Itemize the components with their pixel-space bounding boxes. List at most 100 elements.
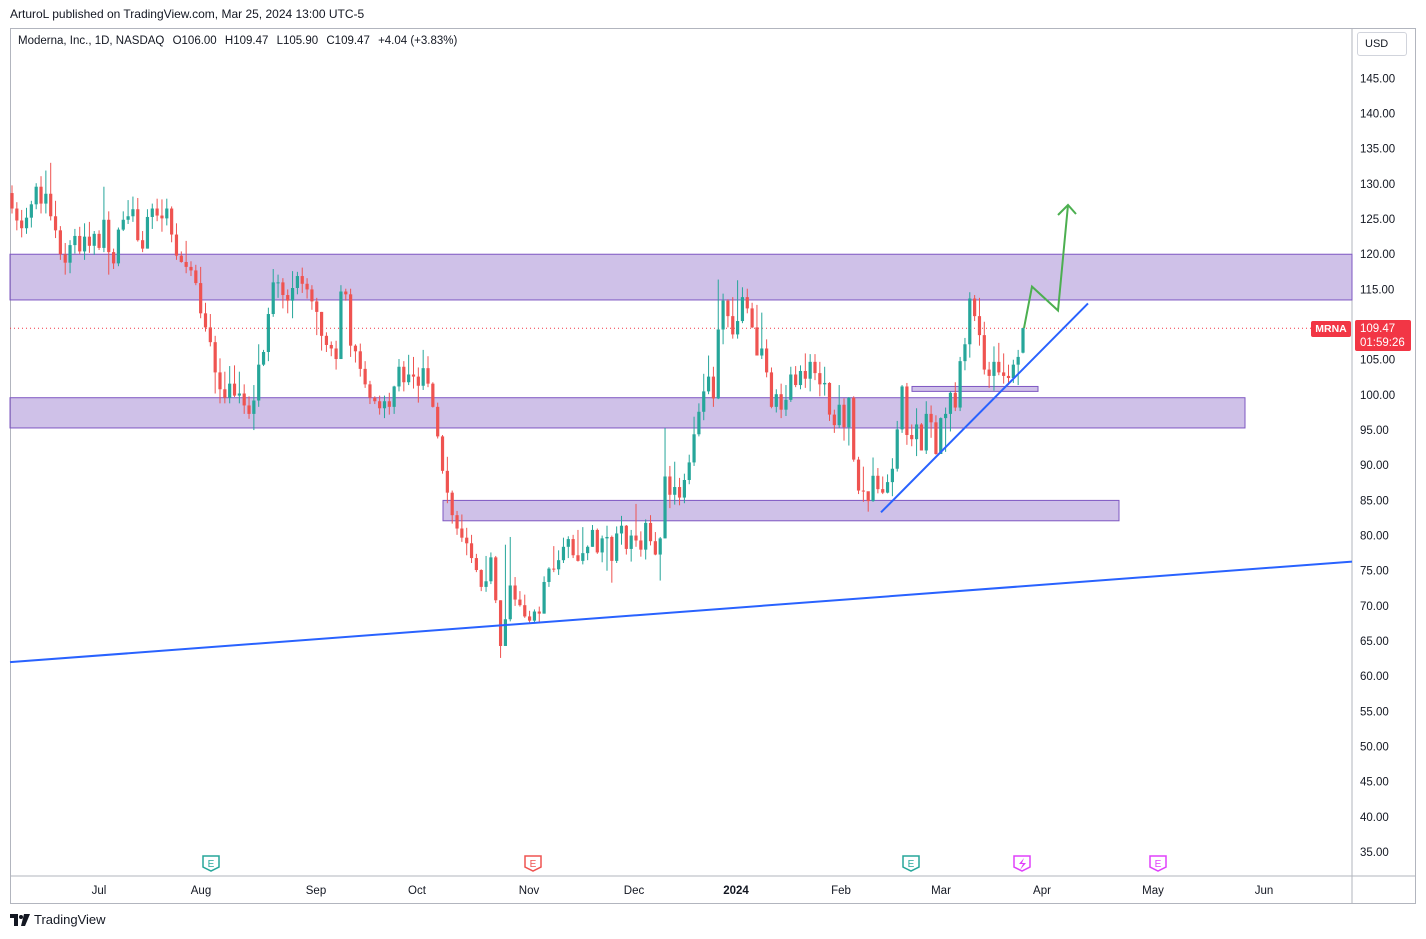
candle[interactable] — [271, 269, 275, 317]
earnings-icon[interactable]: E — [202, 855, 220, 872]
candle[interactable] — [421, 349, 425, 390]
candle[interactable] — [213, 335, 217, 394]
candle[interactable] — [247, 396, 251, 419]
candle[interactable] — [319, 311, 324, 351]
candle[interactable] — [223, 371, 227, 404]
candle[interactable] — [10, 185, 14, 214]
candle[interactable] — [136, 197, 140, 242]
candle[interactable] — [261, 349, 266, 367]
candle[interactable] — [469, 534, 474, 563]
candle[interactable] — [411, 356, 416, 389]
candle[interactable] — [382, 395, 387, 419]
candle[interactable] — [673, 461, 677, 505]
candle[interactable] — [474, 553, 478, 573]
candle[interactable] — [590, 525, 595, 547]
candle[interactable] — [1002, 353, 1006, 384]
candle[interactable] — [150, 203, 154, 229]
candle[interactable] — [823, 366, 827, 396]
candle[interactable] — [905, 382, 909, 445]
candle[interactable] — [368, 380, 372, 405]
candle[interactable] — [295, 271, 300, 295]
candle[interactable] — [126, 200, 130, 224]
candle[interactable] — [111, 248, 116, 270]
candle[interactable] — [242, 384, 246, 414]
candle[interactable] — [97, 230, 101, 251]
candle[interactable] — [131, 196, 135, 222]
candle[interactable] — [619, 515, 624, 545]
candle[interactable] — [973, 295, 977, 322]
candle[interactable] — [803, 353, 807, 388]
candle[interactable] — [494, 555, 498, 604]
candle[interactable] — [329, 341, 333, 357]
candle[interactable] — [63, 242, 67, 275]
candle[interactable] — [977, 297, 982, 346]
candle[interactable] — [349, 288, 353, 357]
candle[interactable] — [24, 207, 29, 234]
candle[interactable] — [208, 314, 212, 347]
candle[interactable] — [542, 576, 546, 614]
candle[interactable] — [987, 361, 991, 388]
candle[interactable] — [266, 307, 270, 362]
candle[interactable] — [199, 266, 203, 319]
candle[interactable] — [963, 337, 967, 371]
candle[interactable] — [740, 287, 745, 324]
candle[interactable] — [203, 302, 208, 332]
candle[interactable] — [890, 458, 894, 497]
candle[interactable] — [518, 591, 522, 607]
candle[interactable] — [58, 226, 62, 260]
candle[interactable] — [460, 514, 464, 542]
candle[interactable] — [639, 531, 643, 557]
earnings-icon[interactable]: E — [524, 855, 542, 872]
candle[interactable] — [165, 198, 169, 226]
candle[interactable] — [735, 280, 740, 339]
candle[interactable] — [121, 211, 125, 232]
candle[interactable] — [537, 606, 541, 623]
candle[interactable] — [179, 251, 183, 263]
candle[interactable] — [876, 468, 880, 494]
candle[interactable] — [861, 466, 865, 502]
candle[interactable] — [34, 183, 38, 210]
candle[interactable] — [692, 416, 696, 466]
currency-selector[interactable]: USD — [1357, 32, 1407, 56]
candle[interactable] — [958, 356, 962, 412]
candle[interactable] — [774, 389, 778, 413]
candle[interactable] — [837, 385, 841, 428]
candle[interactable] — [706, 355, 711, 395]
candle[interactable] — [919, 423, 924, 451]
candle[interactable] — [107, 211, 111, 275]
candle[interactable] — [968, 292, 972, 358]
candle[interactable] — [731, 297, 735, 339]
candle[interactable] — [552, 546, 556, 573]
candle[interactable] — [237, 371, 241, 404]
candle[interactable] — [808, 354, 812, 392]
candle[interactable] — [484, 555, 488, 592]
candle[interactable] — [929, 405, 933, 438]
candle[interactable] — [174, 223, 179, 260]
candle[interactable] — [392, 385, 396, 414]
candle[interactable] — [779, 383, 783, 419]
candle[interactable] — [615, 526, 619, 563]
candle[interactable] — [257, 344, 261, 407]
candle[interactable] — [818, 361, 822, 397]
candle[interactable] — [595, 528, 599, 554]
candle[interactable] — [571, 534, 575, 559]
candle[interactable] — [697, 403, 701, 437]
candle[interactable] — [15, 202, 19, 231]
candle[interactable] — [184, 240, 188, 274]
candle[interactable] — [813, 354, 817, 381]
candle[interactable] — [600, 535, 604, 563]
candle[interactable] — [992, 346, 996, 391]
candle[interactable] — [53, 200, 58, 239]
candle[interactable] — [798, 365, 803, 390]
candle[interactable] — [794, 366, 798, 388]
long-term-support-trendline[interactable] — [9, 560, 1353, 664]
candle[interactable] — [895, 420, 899, 472]
candle[interactable] — [145, 209, 150, 249]
candle[interactable] — [141, 231, 145, 253]
candle[interactable] — [305, 278, 309, 299]
candle[interactable] — [944, 407, 948, 452]
candle[interactable] — [939, 417, 943, 454]
candle[interactable] — [856, 456, 861, 495]
candle[interactable] — [358, 343, 362, 377]
